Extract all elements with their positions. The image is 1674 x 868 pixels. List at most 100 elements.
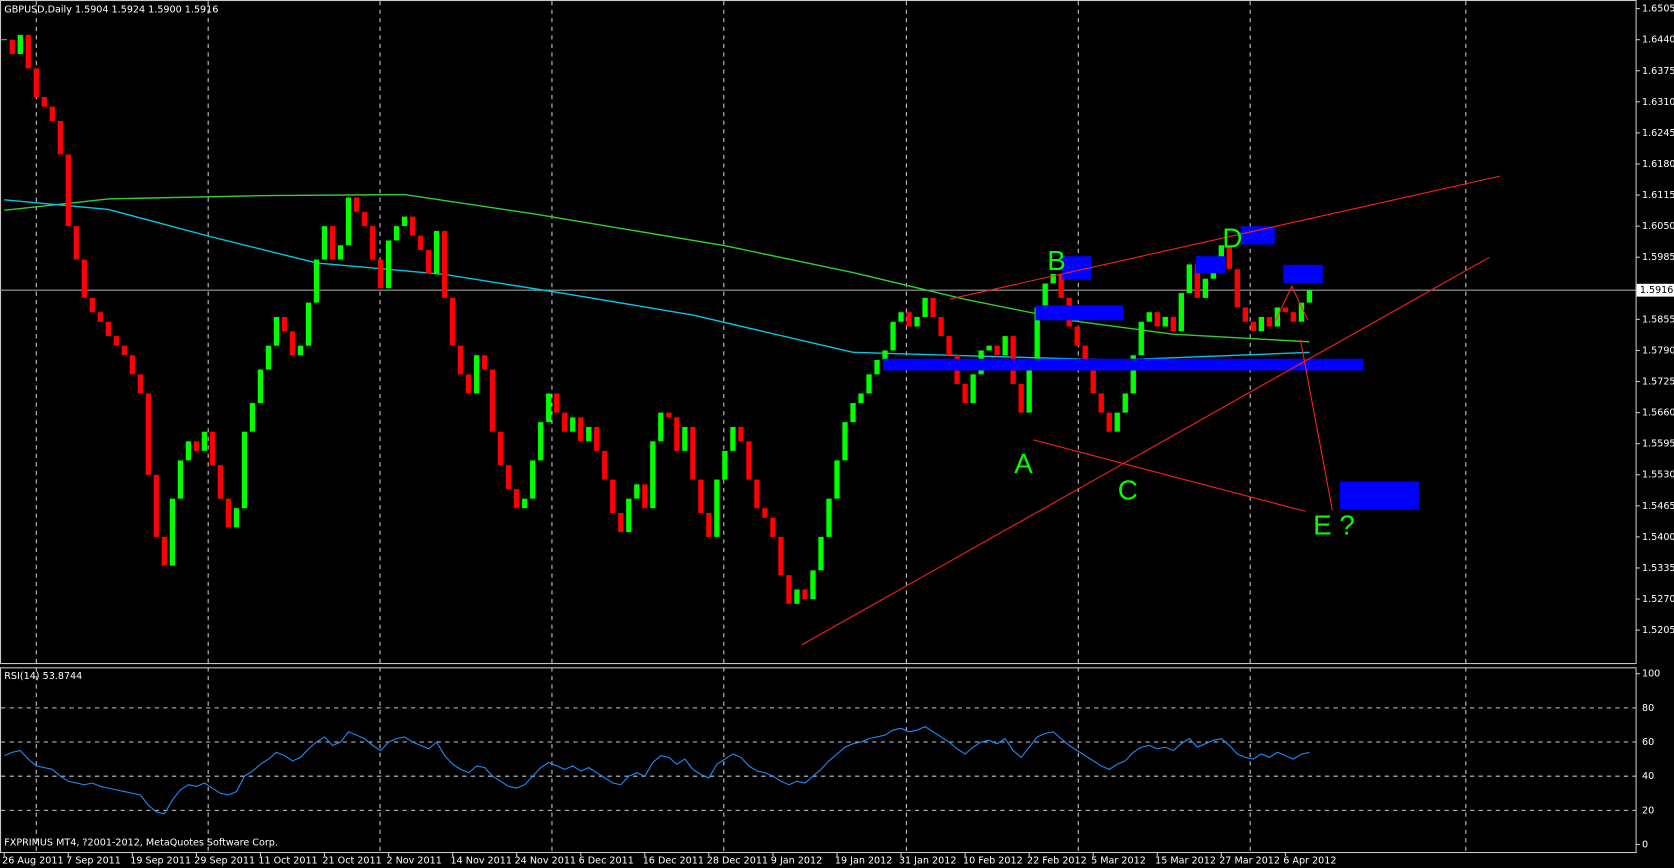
y-tick-label: 60 [1642,737,1654,748]
y-tick-label: 1.5270 [1642,594,1674,605]
x-tick-label: 28 Dec 2011 [707,856,768,867]
candle [385,240,392,289]
candle [898,312,904,322]
candle [1122,393,1128,413]
x-tick-label: 2 Nov 2011 [386,856,441,867]
candle [674,417,680,451]
y-tick-label: 1.6440 [1642,35,1674,46]
candle [177,460,184,499]
y-tick-label: 1.5725 [1642,377,1674,388]
candle [153,474,160,537]
candle [746,441,752,480]
candle [706,512,712,537]
footer: FXPRIMUS MT4, ?2001-2012, MetaQuotes Sof… [4,837,278,848]
annotations: A B C D E ? [1014,223,1355,541]
candle [121,345,128,356]
y-tick-label: 40 [1642,771,1654,782]
candle [1298,302,1305,322]
candle [642,484,648,509]
candle [1194,264,1200,298]
candle [161,536,168,566]
candle [113,336,120,346]
candle [193,441,200,451]
candle [682,426,688,451]
y-tick-label: 80 [1642,703,1654,714]
candle [345,197,352,246]
candle [778,536,784,576]
candle [425,250,432,274]
x-tick-label: 16 Dec 2011 [643,856,704,867]
candle [722,450,728,480]
x-tick-label: 21 Oct 2011 [322,856,381,867]
candle [794,589,800,604]
candle [17,34,23,55]
candle [802,589,808,600]
candle [930,297,936,317]
candle [538,422,544,461]
moving-average [4,193,1310,343]
candle [1114,412,1120,432]
candle [89,297,96,313]
candle [1282,307,1289,313]
y-tick-label: 1.6375 [1642,66,1674,77]
candle [738,426,744,442]
candle [922,297,928,317]
zone [1035,305,1124,321]
y-tick-label: 1.5205 [1642,625,1674,636]
candle [353,197,360,212]
candle [786,575,792,604]
trendline [1299,339,1333,511]
candle [1170,316,1176,332]
x-tick-label: 22 Feb 2012 [1027,856,1087,867]
x-tick-label: 14 Nov 2011 [451,856,512,867]
candle [850,403,856,423]
candle [1098,393,1104,413]
candle [129,355,136,375]
x-tick-label: 19 Jan 2012 [835,856,893,867]
wave-label: E ? [1313,510,1355,541]
candle [490,369,496,432]
candle [1250,321,1257,332]
candle [329,226,336,260]
candle [1090,369,1096,394]
rsi-line [4,726,1310,815]
candle [97,312,104,322]
drawing-objects [801,175,1501,646]
candle [305,302,312,346]
candle [546,393,552,423]
x-tick-label: 29 Sep 2011 [194,856,255,867]
zone [1339,481,1419,510]
candle [842,422,848,461]
candle [1186,264,1192,294]
candle [321,226,328,260]
candle [530,460,536,499]
candle [826,498,832,537]
y-tick-label: 1.5400 [1642,532,1674,543]
candle [217,465,224,499]
candle [914,316,920,327]
candle [866,374,872,394]
y-tick-label: 1.5595 [1642,439,1674,450]
candle [498,431,504,466]
candle [25,34,31,69]
candle [946,336,952,356]
candle [417,235,424,251]
x-tick-label: 5 Mar 2012 [1091,856,1146,867]
candle [409,216,416,236]
y-tick-label: 20 [1642,805,1654,816]
candle [57,120,63,155]
wave-label: B [1047,245,1066,276]
trendline [1033,439,1306,512]
candle [690,426,696,480]
candle [514,489,520,509]
candle [361,211,368,227]
candle [9,39,15,55]
candle [818,536,824,571]
candle [73,226,80,260]
candle [249,403,256,432]
bid-label: 1.5916 [1640,285,1674,296]
y-tick-label: 1.5985 [1642,252,1674,263]
candle [401,216,408,227]
candle [289,331,296,356]
candle [938,316,944,337]
